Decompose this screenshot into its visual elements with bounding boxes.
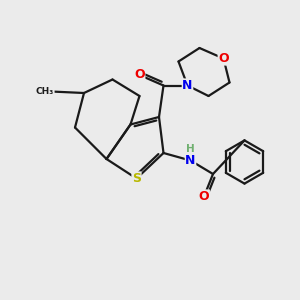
Text: O: O	[134, 68, 145, 82]
Text: CH₃: CH₃	[36, 87, 54, 96]
Text: N: N	[185, 154, 196, 167]
Text: N: N	[182, 79, 193, 92]
Text: S: S	[132, 172, 141, 185]
Text: O: O	[199, 190, 209, 203]
Text: H: H	[186, 143, 195, 154]
Text: O: O	[218, 52, 229, 65]
